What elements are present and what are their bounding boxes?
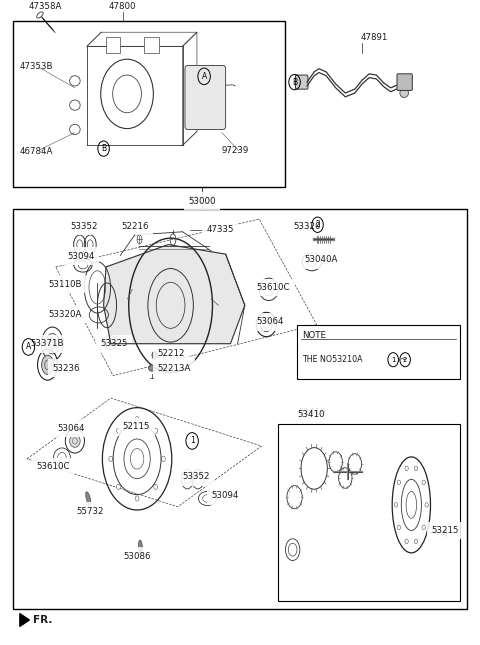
Text: 53352: 53352: [71, 222, 98, 231]
Text: 2: 2: [403, 357, 408, 362]
Text: 53410: 53410: [298, 410, 325, 419]
Text: 47353B: 47353B: [20, 63, 53, 71]
Text: 52115: 52115: [123, 422, 150, 432]
Text: 53320A: 53320A: [48, 310, 82, 319]
Text: 52212: 52212: [157, 350, 185, 359]
Ellipse shape: [152, 352, 157, 359]
Text: 1: 1: [391, 357, 396, 362]
Ellipse shape: [405, 466, 408, 471]
Text: 47358A: 47358A: [28, 2, 62, 11]
Ellipse shape: [135, 417, 139, 422]
Text: NOTE: NOTE: [302, 331, 326, 340]
Text: 53236: 53236: [52, 364, 80, 373]
Ellipse shape: [117, 484, 120, 490]
Text: 53320: 53320: [293, 222, 321, 231]
Ellipse shape: [149, 365, 156, 372]
Text: 53410: 53410: [299, 408, 326, 417]
Ellipse shape: [414, 466, 418, 471]
Ellipse shape: [139, 540, 143, 554]
FancyBboxPatch shape: [298, 324, 460, 379]
Ellipse shape: [109, 456, 113, 461]
Text: FR.: FR.: [33, 615, 53, 625]
Text: 53086: 53086: [123, 551, 151, 561]
Ellipse shape: [414, 539, 418, 544]
Text: A: A: [202, 72, 207, 81]
Text: 47891: 47891: [360, 33, 388, 42]
Ellipse shape: [154, 428, 157, 433]
Text: 53094: 53094: [211, 491, 239, 501]
Ellipse shape: [154, 484, 157, 490]
Ellipse shape: [422, 480, 425, 484]
Text: 53610C: 53610C: [36, 462, 70, 471]
Text: 55732: 55732: [76, 507, 104, 516]
FancyBboxPatch shape: [12, 210, 468, 609]
Text: 53371B: 53371B: [31, 339, 64, 348]
FancyBboxPatch shape: [106, 37, 120, 53]
FancyBboxPatch shape: [296, 75, 308, 89]
Text: 53610C: 53610C: [257, 283, 290, 292]
FancyBboxPatch shape: [144, 37, 158, 53]
Ellipse shape: [397, 480, 401, 484]
Polygon shape: [104, 244, 245, 344]
Text: 53064: 53064: [57, 424, 84, 433]
Text: 53215: 53215: [432, 526, 459, 535]
Text: 53040A: 53040A: [305, 255, 338, 264]
Text: B: B: [101, 144, 106, 153]
Text: 2: 2: [315, 220, 320, 229]
Ellipse shape: [117, 428, 120, 433]
Text: A: A: [26, 342, 31, 352]
Ellipse shape: [405, 539, 408, 544]
Text: 46784A: 46784A: [20, 147, 53, 156]
FancyBboxPatch shape: [397, 74, 412, 90]
Text: B: B: [292, 77, 297, 86]
FancyBboxPatch shape: [185, 66, 226, 130]
Ellipse shape: [444, 529, 446, 535]
FancyBboxPatch shape: [12, 21, 286, 187]
Text: 53000: 53000: [188, 197, 216, 206]
Text: 97239: 97239: [222, 146, 249, 155]
Text: ~: ~: [399, 355, 406, 364]
Polygon shape: [20, 613, 29, 626]
Ellipse shape: [400, 88, 408, 97]
Text: 52216: 52216: [121, 222, 148, 231]
Text: 53000: 53000: [188, 196, 216, 205]
Ellipse shape: [86, 492, 91, 505]
Text: 53325: 53325: [100, 339, 128, 348]
Ellipse shape: [422, 525, 425, 530]
Text: 53110B: 53110B: [48, 280, 82, 289]
Text: 53064: 53064: [257, 317, 284, 326]
Text: 47800: 47800: [109, 2, 136, 11]
Text: 52213A: 52213A: [157, 364, 191, 373]
Ellipse shape: [425, 502, 428, 507]
Ellipse shape: [260, 317, 272, 332]
Text: 1: 1: [190, 437, 194, 446]
Ellipse shape: [42, 355, 54, 374]
Ellipse shape: [46, 333, 59, 354]
FancyBboxPatch shape: [278, 424, 460, 600]
Text: 53352: 53352: [182, 472, 210, 481]
Text: 47335: 47335: [206, 225, 234, 234]
Text: 53094: 53094: [68, 252, 95, 261]
Ellipse shape: [161, 456, 165, 461]
Ellipse shape: [395, 502, 398, 507]
Text: THE NO53210A: THE NO53210A: [302, 355, 365, 364]
Ellipse shape: [135, 496, 139, 501]
Ellipse shape: [397, 525, 401, 530]
Ellipse shape: [70, 435, 80, 448]
